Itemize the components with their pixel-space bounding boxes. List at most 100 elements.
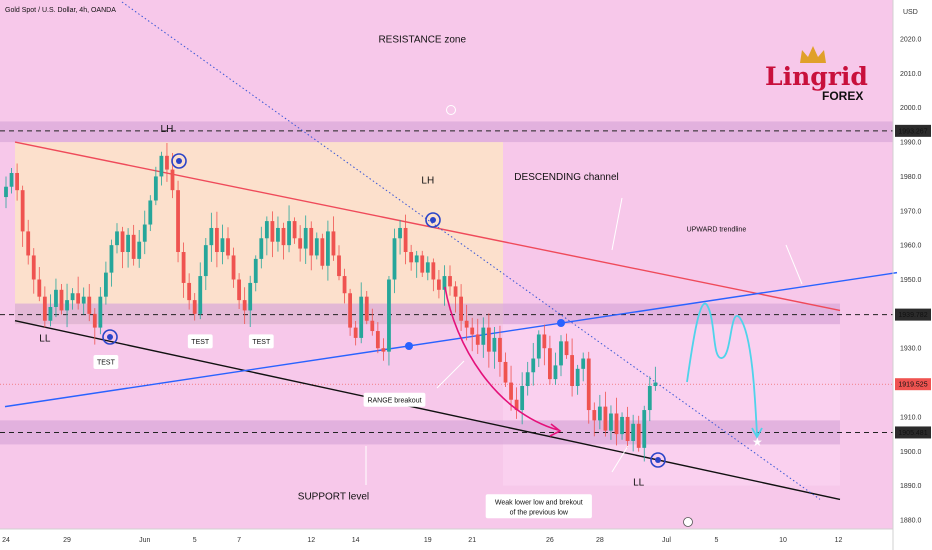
candle-body [448,276,452,287]
candle-body [364,296,369,321]
candle [20,185,25,247]
candle-body [131,234,136,259]
candle-body [525,372,530,387]
candle-body [409,252,414,263]
candle [320,233,325,270]
mid-band [15,303,840,325]
candle [548,335,552,385]
candle-body [176,190,180,253]
candle [498,325,502,377]
candle [492,326,497,369]
candle [270,211,275,258]
candle-body [87,296,92,314]
y-tick-label: 1960.0 [900,243,922,250]
y-tick-label: 1930.0 [900,346,922,353]
candle [337,245,341,281]
descending-channel-top [14,141,841,312]
candle [603,391,608,437]
candle [148,195,153,232]
candle [375,322,380,354]
candle [470,317,475,352]
candle [142,210,147,255]
candle [631,414,636,452]
candle [209,212,214,262]
candle [331,216,336,261]
candle-body [153,176,158,201]
candle-body [148,200,153,225]
candle [342,268,347,304]
callout-text: Weak lower low and brekout [495,499,583,506]
candle [542,324,547,366]
candle [248,275,253,328]
candle-body [625,416,630,441]
candle-body [59,289,64,311]
candle [525,361,530,396]
lightning-icon [683,517,693,527]
x-tick-label: 10 [779,537,787,544]
price-label-text: 1939.782 [898,312,927,319]
candle [220,224,225,265]
candle-body [237,279,241,301]
axis-unit: USD [903,9,918,16]
candle-body [548,348,552,380]
y-tick-label: 2010.0 [900,71,922,78]
candle-body [264,221,269,239]
candle-body [298,238,303,249]
candle-body [76,293,81,304]
candle [348,288,352,336]
candle-body [370,320,375,332]
candle [81,287,86,315]
candle [215,211,219,268]
price-label-box [895,426,931,439]
candle-body [287,221,291,246]
arrow-down-icon [446,105,456,115]
candle [381,338,386,361]
candle-body [70,293,75,301]
x-tick-label: 5 [714,537,718,544]
candle-body [498,337,502,362]
candle-body [531,358,536,373]
candle [392,228,397,294]
swing-point-circle-3 [650,452,666,468]
candle-body [514,399,519,411]
brand-logo: Lingrid FOREX [765,46,868,103]
candle-body [431,262,436,280]
price-label: 1939.782 [895,308,931,321]
callout: TEST [93,354,119,369]
candle-body [442,276,447,290]
annotation-label: DESCENDING channel [514,172,618,183]
candle [126,228,130,268]
candle-body [614,413,619,435]
x-tick-label: 14 [352,537,360,544]
swing-point-dot-3 [655,457,661,463]
candle [192,293,197,321]
overlay-layer: ★ RESISTANCE zone LH LH DESCENDING channel UP… [39,34,803,519]
candle-body [48,306,53,321]
candle-body [37,279,42,297]
price-label: 1919.525 [895,378,931,391]
candle [176,180,180,263]
candles-layer [4,143,658,462]
x-tick-label: 12 [835,537,843,544]
annotation-label: LH [421,175,434,186]
candle [559,335,563,377]
candle [65,283,69,328]
candle-body [42,296,47,321]
candle-body [559,341,563,366]
candle [37,267,42,302]
callout: TEST [187,334,213,349]
candle-body [653,382,658,387]
candle [609,405,613,440]
crown-icon [800,46,826,63]
candle [253,255,258,292]
candle-body [65,300,69,311]
swing-point-circle-1 [425,212,441,228]
candle [409,244,414,271]
candle-body [542,334,547,349]
candle-body [54,289,58,307]
candle-body [192,300,197,314]
resistance-band [0,121,893,143]
candle-body [137,241,142,259]
y-tick-label: 2000.0 [900,105,922,112]
candle-body [98,296,103,328]
